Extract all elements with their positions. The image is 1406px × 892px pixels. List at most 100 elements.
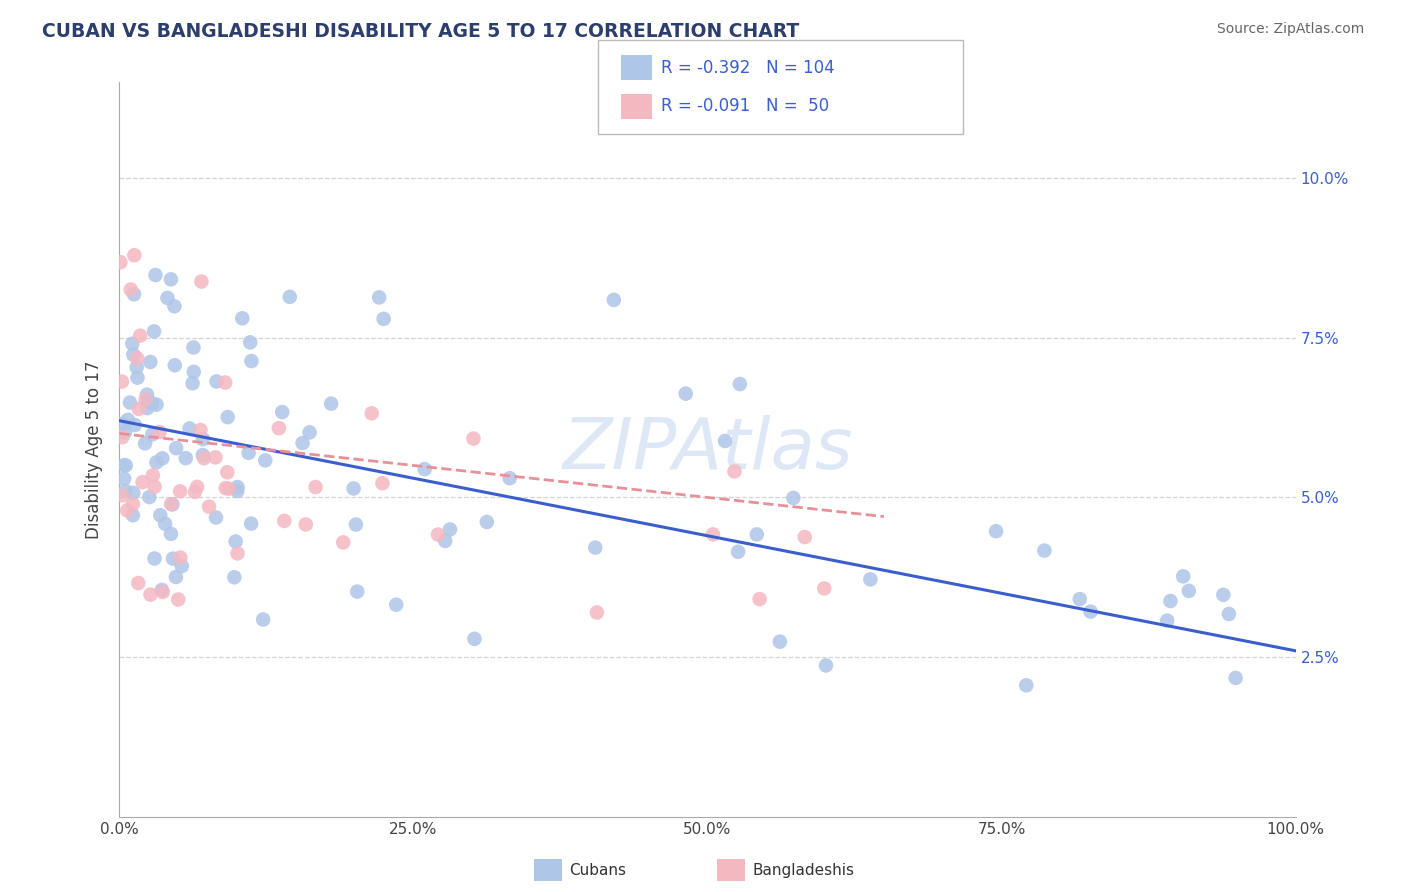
Text: Source: ZipAtlas.com: Source: ZipAtlas.com (1216, 22, 1364, 37)
Point (782, 491, 804, 505)
Point (217, 465, 239, 479)
Point (143, 551, 166, 566)
Point (321, 397, 343, 411)
Text: ZIPAtlas: ZIPAtlas (562, 415, 852, 484)
Point (793, 530, 815, 544)
Point (160, 497, 183, 511)
Point (121, 497, 143, 511)
Point (124, 248, 146, 262)
Point (145, 455, 167, 469)
Point (215, 481, 238, 495)
Point (145, 268, 167, 282)
Point (145, 398, 167, 412)
Point (583, 541, 606, 555)
Point (136, 387, 159, 401)
Point (1218, 607, 1240, 621)
Point (122, 348, 145, 362)
Point (111, 417, 134, 431)
Point (134, 436, 156, 450)
Point (136, 401, 159, 416)
Point (186, 480, 208, 494)
Point (273, 514, 295, 528)
Point (226, 480, 249, 494)
Point (152, 585, 174, 599)
Point (139, 588, 162, 602)
Point (163, 299, 186, 313)
Point (150, 582, 173, 597)
Point (204, 450, 226, 465)
Point (160, 272, 183, 286)
Point (859, 572, 882, 586)
Point (149, 425, 172, 439)
Point (360, 406, 382, 420)
Point (138, 490, 160, 504)
Point (142, 468, 165, 483)
Point (125, 360, 148, 375)
Point (122, 287, 145, 301)
Point (1225, 671, 1247, 685)
Point (439, 523, 461, 537)
Text: R = -0.392   N = 104: R = -0.392 N = 104 (661, 59, 834, 77)
Point (139, 355, 162, 369)
Point (1033, 543, 1056, 558)
Point (143, 480, 166, 494)
Point (141, 427, 163, 442)
Point (271, 405, 294, 419)
Point (111, 430, 134, 444)
Point (205, 375, 228, 389)
Point (129, 328, 152, 343)
Point (769, 634, 792, 648)
Point (162, 498, 184, 512)
Point (332, 535, 354, 549)
Point (198, 500, 221, 514)
Point (368, 290, 391, 304)
Point (344, 517, 367, 532)
Text: CUBAN VS BANGLADESHI DISABILITY AGE 5 TO 17 CORRELATION CHART: CUBAN VS BANGLADESHI DISABILITY AGE 5 TO… (42, 22, 800, 41)
Point (183, 341, 205, 355)
Point (120, 283, 142, 297)
Point (115, 503, 138, 517)
Point (135, 392, 157, 407)
Point (110, 255, 132, 269)
Point (224, 570, 246, 584)
Point (267, 421, 290, 435)
Point (463, 632, 485, 646)
Point (231, 311, 253, 326)
Point (413, 462, 436, 476)
Point (118, 395, 141, 409)
Point (226, 483, 249, 498)
Point (174, 451, 197, 466)
Point (702, 527, 724, 541)
Point (748, 592, 770, 607)
Y-axis label: Disability Age 5 to 17: Disability Age 5 to 17 (86, 360, 103, 539)
Point (114, 425, 136, 440)
Point (127, 576, 149, 591)
Point (586, 606, 609, 620)
Point (153, 516, 176, 531)
Point (150, 451, 173, 466)
Point (149, 508, 172, 523)
Point (169, 550, 191, 565)
Point (111, 375, 134, 389)
Point (291, 436, 314, 450)
Point (184, 484, 207, 499)
Point (1080, 605, 1102, 619)
Point (114, 458, 136, 473)
Point (434, 533, 457, 548)
Point (128, 401, 150, 416)
Point (304, 480, 326, 494)
Point (190, 423, 212, 437)
Point (984, 524, 1007, 539)
Point (1156, 614, 1178, 628)
Point (205, 510, 228, 524)
Point (346, 584, 368, 599)
Point (127, 370, 149, 384)
Point (254, 453, 277, 467)
Point (1015, 678, 1038, 692)
Point (728, 377, 751, 392)
Point (278, 290, 301, 304)
Point (117, 413, 139, 427)
Point (1069, 592, 1091, 607)
Point (475, 515, 498, 529)
Point (218, 482, 240, 496)
